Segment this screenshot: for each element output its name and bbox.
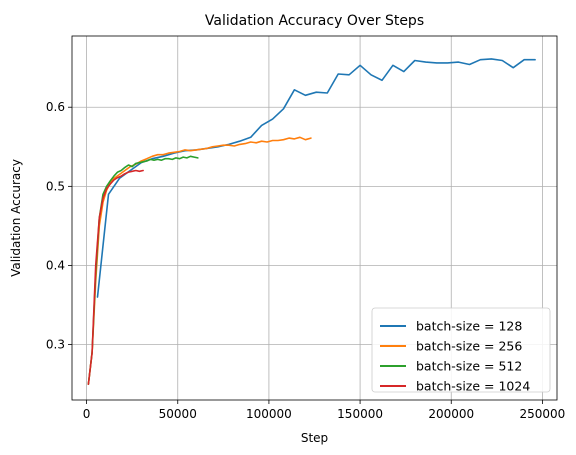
x-tick-label: 0 bbox=[83, 407, 91, 421]
plot-frame bbox=[71, 35, 558, 401]
y-tick-label: 0.5 bbox=[46, 179, 65, 193]
legend: batch-size = 128 batch-size = 256 batch-si… bbox=[371, 307, 551, 394]
legend-box bbox=[371, 307, 551, 393]
x-axis-ticks: 0 50000 100000 150000 200000 250000 bbox=[83, 400, 566, 421]
x-tick-label: 200000 bbox=[428, 407, 474, 421]
legend-label-3: batch-size = 512 bbox=[416, 359, 522, 374]
y-tick-label: 0.6 bbox=[46, 100, 65, 114]
x-tick-label: 150000 bbox=[337, 407, 383, 421]
y-axis-title: Validation Accuracy bbox=[9, 159, 23, 277]
y-axis-ticks: 0.3 0.4 0.5 0.6 bbox=[46, 100, 72, 352]
legend-label-2: batch-size = 256 bbox=[416, 339, 522, 354]
y-tick-label: 0.4 bbox=[46, 258, 65, 272]
series-line-4 bbox=[87, 169, 144, 386]
series-line-3 bbox=[87, 155, 199, 386]
series-line-2 bbox=[87, 136, 312, 386]
chart-title: Validation Accuracy Over Steps bbox=[205, 13, 424, 29]
x-axis-title: Step bbox=[301, 431, 328, 445]
x-tick-label: 100000 bbox=[246, 407, 292, 421]
y-tick-label: 0.3 bbox=[46, 338, 65, 352]
legend-label-1: batch-size = 128 bbox=[416, 319, 522, 334]
legend-label-4: batch-size = 1024 bbox=[416, 379, 530, 394]
series-line-1 bbox=[96, 58, 536, 298]
x-tick-label: 250000 bbox=[520, 407, 566, 421]
series-lines bbox=[87, 58, 536, 386]
x-tick-label: 50000 bbox=[159, 407, 197, 421]
